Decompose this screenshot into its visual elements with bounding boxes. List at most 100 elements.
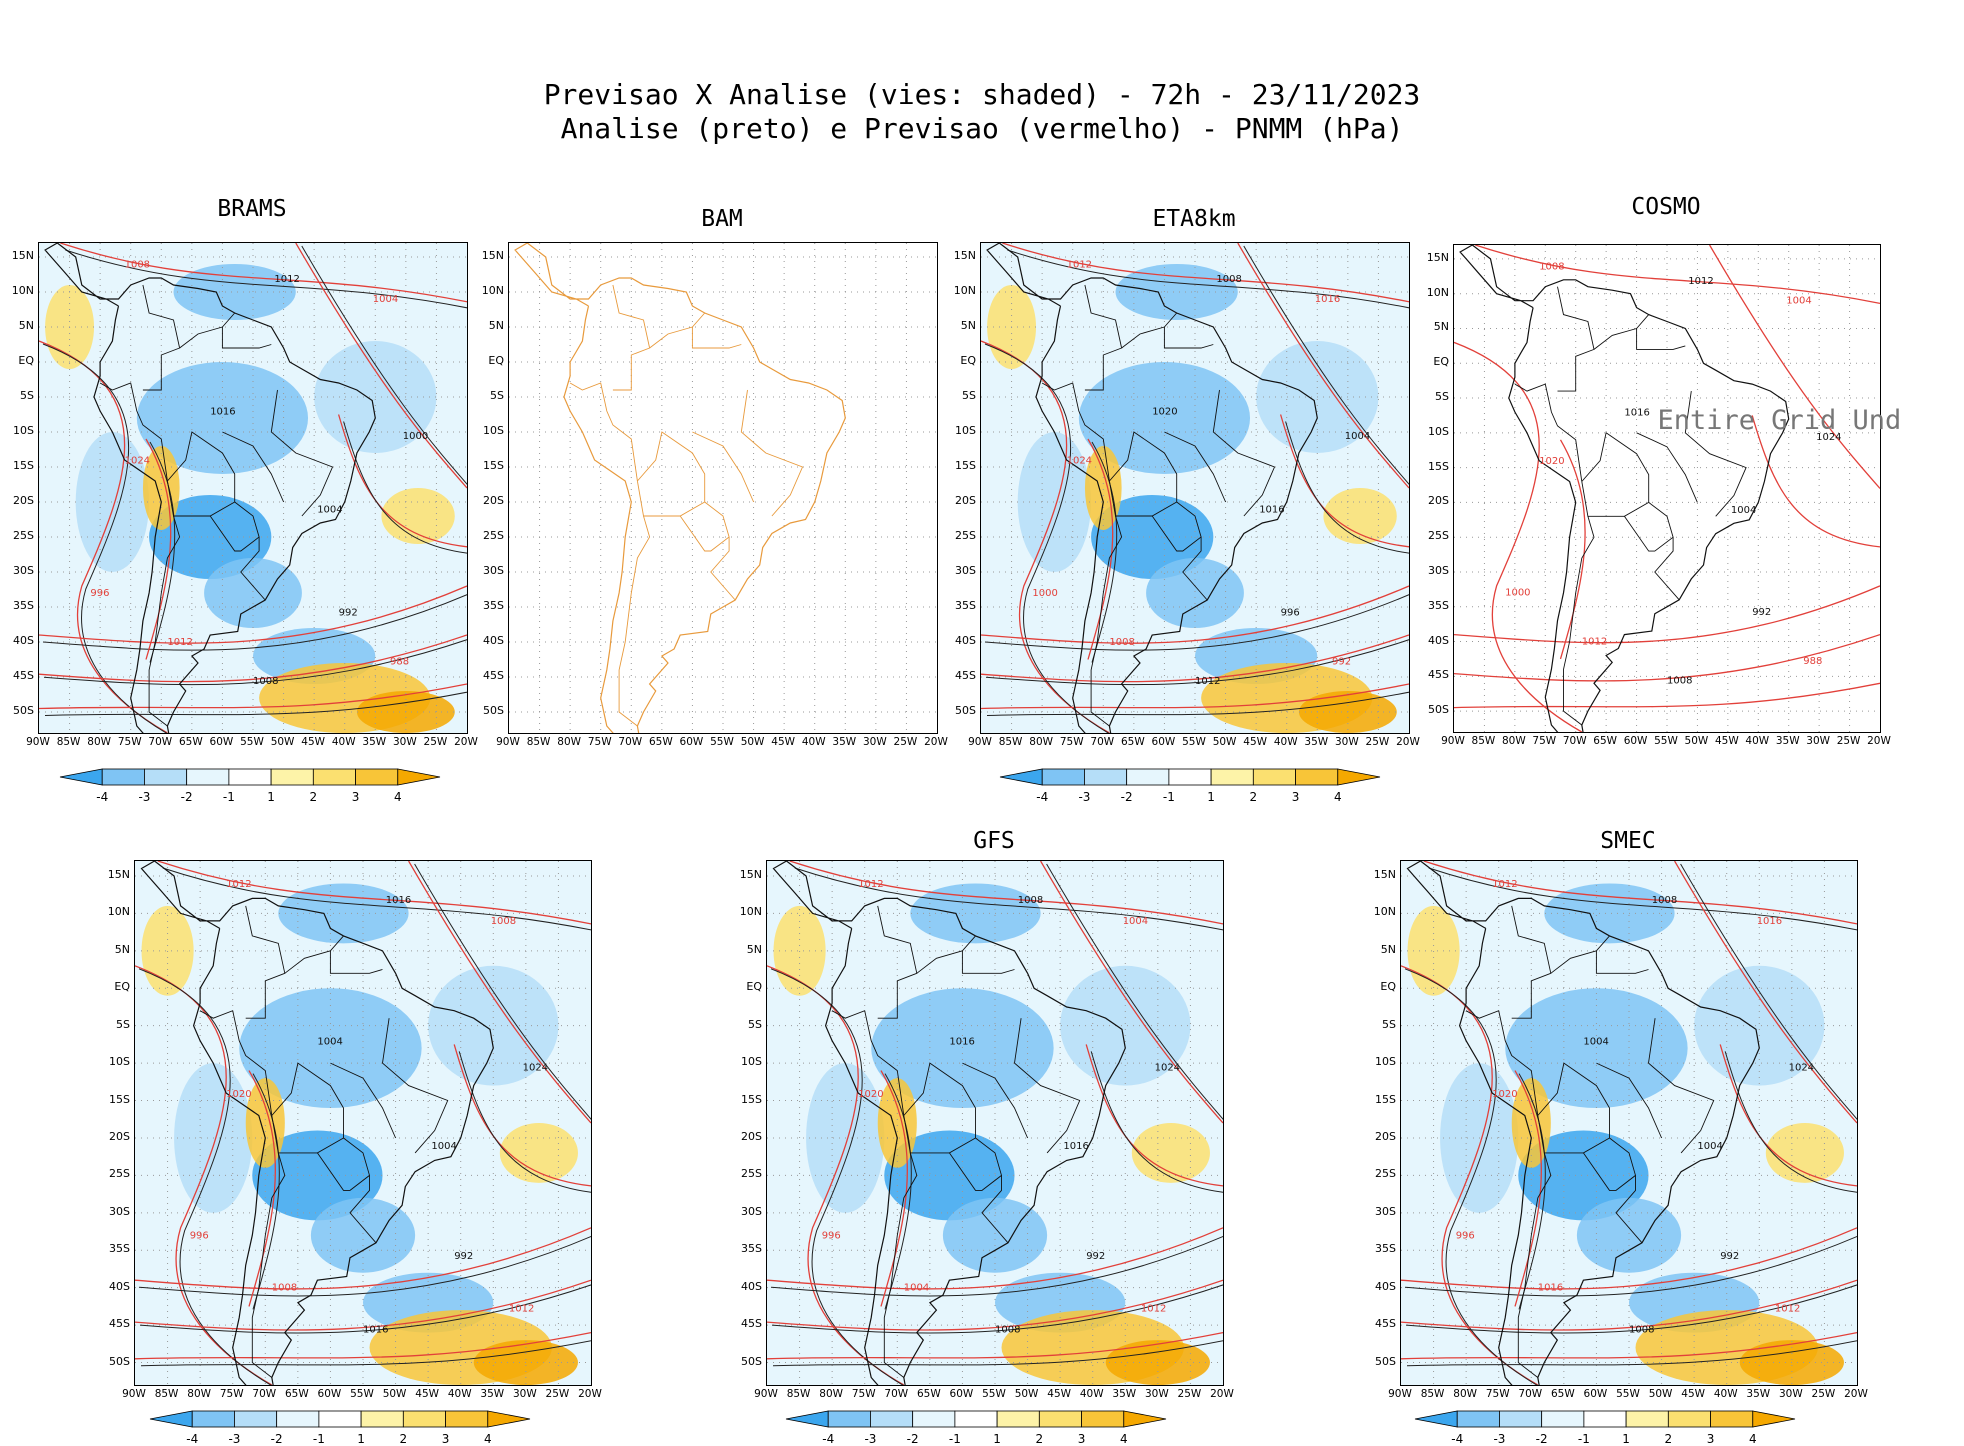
- forecast-isobar: [1475, 245, 1880, 305]
- isobar-label: 1012: [1067, 260, 1092, 271]
- map-panel-cosmo: 1008 1012 1004 1016 1020 1024 1000 992 988 1008 10…: [1453, 244, 1881, 733]
- analysis-isobar: [1404, 1235, 1857, 1297]
- isobar-label: 992: [1086, 1251, 1105, 1262]
- isobar-label: 1004: [1583, 1036, 1608, 1047]
- lon-tick-label: 40W: [1713, 1388, 1738, 1400]
- isobar-label: 1008: [1018, 895, 1043, 906]
- lat-tick-label: 5S: [962, 389, 976, 402]
- isobar-label: 1016: [1063, 1141, 1088, 1152]
- country-border: [1163, 312, 1214, 349]
- panel-title-brams: BRAMS: [217, 196, 287, 222]
- isobar-label: 1016: [363, 1325, 388, 1336]
- lon-tick-label: 55W: [1616, 1388, 1640, 1400]
- lat-tick-label: 10N: [481, 284, 504, 297]
- isobar-label: 1004: [431, 1141, 456, 1152]
- isobar-label: 1024: [523, 1063, 548, 1074]
- isobar-label: 1004: [1123, 916, 1148, 927]
- isobar-label: 1012: [1195, 676, 1220, 687]
- lon-tick-label: 90W: [968, 736, 992, 748]
- isobar-label: 996: [1456, 1230, 1475, 1241]
- colorbar-label: -3: [1493, 1432, 1506, 1446]
- isobar-label: 1016: [1259, 505, 1284, 516]
- lon-tick-label: 90W: [496, 736, 520, 748]
- analysis-isobar: [65, 249, 467, 309]
- lat-tick-label: 10N: [1426, 285, 1449, 299]
- colorbar-label: -4: [186, 1432, 199, 1446]
- title-line-1: Previsao X Analise (vies: shaded) - 72h …: [543, 78, 1421, 111]
- isobar-label: 996: [90, 588, 109, 599]
- isobar-label: 1012: [1492, 879, 1517, 890]
- country-border: [1684, 391, 1747, 517]
- lon-tick-label: 80W: [1453, 1388, 1478, 1400]
- colorbar-label: 3: [441, 1432, 450, 1446]
- lat-tick-label: 25S: [483, 529, 504, 542]
- bias-region-4: [1017, 432, 1092, 572]
- lon-tick-label: 90W: [1388, 1388, 1412, 1400]
- colorbar-swatch: [1583, 1410, 1627, 1428]
- map-panel-bam: [508, 242, 938, 734]
- colorbar-label: -4: [1036, 790, 1049, 804]
- forecast-isobar: [981, 585, 1409, 644]
- lon-tick-label: 35W: [480, 1388, 505, 1400]
- colorbar-label: -2: [180, 790, 193, 804]
- forecast-isobar: [1454, 682, 1880, 709]
- map-canvas: 1008 1012 1004 1016 1020 1024 1000 992 988 1008 10…: [1454, 245, 1880, 732]
- lat-tick-label: 5S: [1382, 1017, 1396, 1031]
- colorbar-swatch: [999, 768, 1043, 786]
- colorbar-label: -2: [1120, 790, 1133, 804]
- bias-region-0: [1078, 362, 1251, 474]
- country-border: [877, 905, 918, 1019]
- analysis-isobar: [42, 343, 168, 733]
- map-panel-gfs: 1012 1008 1004 1016 1020 1024 996 992 1012 1008 10…: [766, 860, 1224, 1386]
- lat-tick-label: 10S: [1428, 424, 1449, 438]
- isobar-label: 1008: [995, 1325, 1020, 1336]
- colorbar-label: -3: [1078, 790, 1091, 804]
- lat-tick-label: 30S: [109, 1204, 130, 1218]
- isobar-label: 1020: [226, 1089, 251, 1100]
- lon-tick-label: 25W: [545, 1388, 570, 1400]
- lon-tick-label: 65W: [1593, 735, 1618, 747]
- country-border: [179, 326, 223, 349]
- isobar-label: 992: [1720, 1251, 1739, 1262]
- bias-region-10: [1407, 905, 1460, 996]
- colorbar: [999, 768, 1381, 786]
- lat-tick-label: 20S: [741, 1129, 762, 1143]
- country-border: [649, 326, 693, 349]
- lat-tick-label: 25S: [109, 1167, 130, 1181]
- forecast-isobar: [135, 1227, 591, 1290]
- bias-region-0: [871, 988, 1054, 1109]
- forecast-isobar: [39, 683, 467, 710]
- lon-tick-label: 90W: [754, 1388, 778, 1400]
- lon-tick-label: 65W: [648, 736, 673, 748]
- colorbar-label: 3: [1291, 790, 1300, 804]
- country-border: [1648, 1018, 1715, 1154]
- no-data-note: Entire Grid Und: [1657, 404, 1902, 436]
- analysis-isobar: [1404, 968, 1538, 1385]
- analysis-isobar: [1243, 245, 1409, 485]
- lat-tick-label: 25S: [1428, 529, 1449, 543]
- forecast-isobar: [248, 1070, 276, 1307]
- lon-tick-label: 40W: [801, 736, 826, 748]
- lon-tick-label: 85W: [998, 736, 1023, 748]
- analysis-isobar: [343, 421, 467, 554]
- lat-tick-label: 15S: [1375, 1092, 1396, 1106]
- country-border: [740, 389, 804, 517]
- colorbar-swatch: [1126, 768, 1170, 786]
- analysis-isobar: [1046, 863, 1223, 1120]
- lat-tick-label: EQ: [18, 354, 34, 367]
- lon-tick-label: 70W: [1562, 735, 1587, 747]
- lat-tick-label: 30S: [1375, 1204, 1396, 1218]
- bias-region-2: [310, 1197, 416, 1273]
- colorbar-swatch: [101, 768, 145, 786]
- analysis-isobar: [44, 691, 467, 716]
- lat-tick-label: 35S: [741, 1242, 762, 1256]
- colorbar-swatch: [1337, 768, 1381, 786]
- lon-tick-label: 45W: [1243, 736, 1268, 748]
- lon-tick-label: 85W: [56, 736, 81, 748]
- analysis-isobar: [770, 1235, 1223, 1297]
- lon-tick-label: 75W: [851, 1388, 876, 1400]
- colorbar-swatch: [785, 1410, 829, 1428]
- analysis-isobar: [162, 867, 591, 931]
- lon-tick-label: 60W: [209, 736, 234, 748]
- colorbar-swatch: [1168, 768, 1212, 786]
